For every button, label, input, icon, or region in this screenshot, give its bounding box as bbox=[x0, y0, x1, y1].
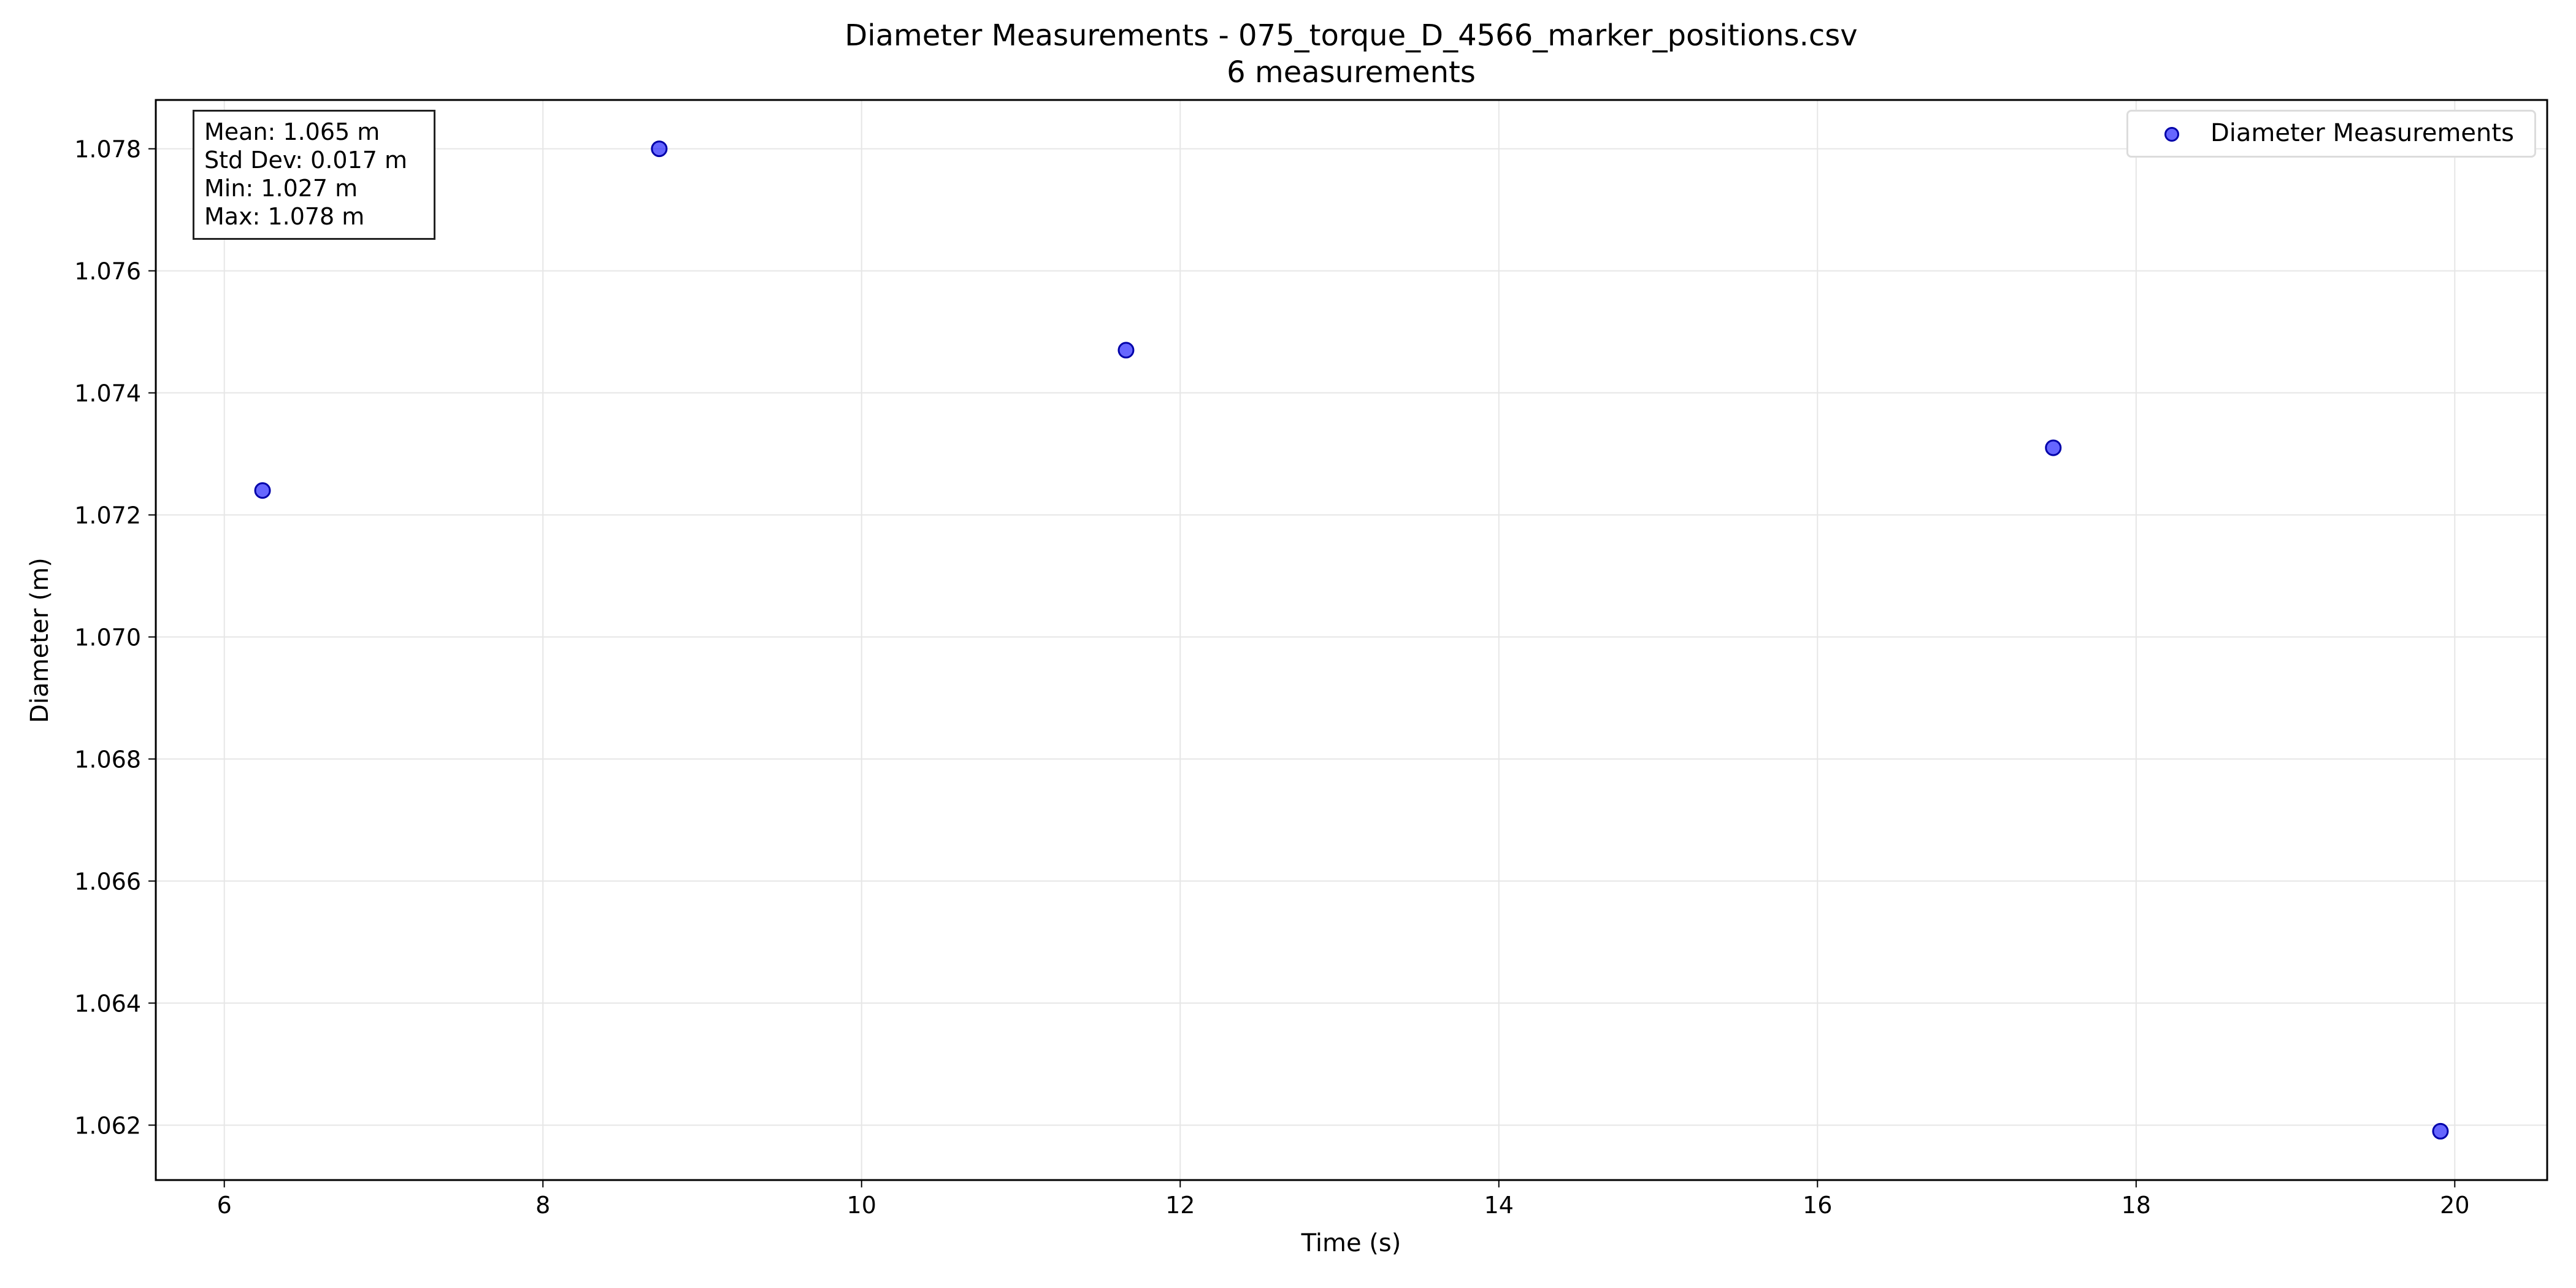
chart-title: Diameter Measurements - 075_torque_D_456… bbox=[845, 18, 1857, 53]
legend: Diameter Measurements bbox=[2126, 110, 2536, 158]
x-tick-label: 10 bbox=[847, 1192, 876, 1219]
x-axis-label: Time (s) bbox=[1301, 1229, 1401, 1257]
y-tick-label: 1.072 bbox=[74, 502, 141, 529]
y-tick-label: 1.074 bbox=[74, 380, 141, 407]
y-tick-label: 1.068 bbox=[74, 746, 141, 773]
stats-std-dev: Std Dev: 0.017 m bbox=[204, 147, 408, 174]
x-tick-label: 18 bbox=[2122, 1192, 2151, 1219]
axis-ticks: 6 8 10 12 14 16 18 20 1.062 1.064 1.066 1.068 1.070 1… bbox=[74, 136, 2469, 1219]
data-point bbox=[254, 482, 271, 499]
data-point bbox=[2045, 439, 2062, 456]
y-tick-label: 1.066 bbox=[74, 868, 141, 895]
y-tick-label: 1.078 bbox=[74, 136, 141, 163]
y-tick-label: 1.070 bbox=[74, 624, 141, 651]
x-tick-label: 6 bbox=[217, 1192, 232, 1219]
x-tick-label: 14 bbox=[1484, 1192, 1514, 1219]
legend-label: Diameter Measurements bbox=[2210, 119, 2514, 147]
x-tick-label: 12 bbox=[1165, 1192, 1195, 1219]
data-points bbox=[254, 140, 2449, 1140]
data-point bbox=[1117, 342, 1135, 359]
chart-subtitle: 6 measurements bbox=[1227, 55, 1476, 90]
x-tick-label: 8 bbox=[535, 1192, 550, 1219]
plot-area-frame bbox=[155, 99, 2548, 1181]
data-point bbox=[2432, 1122, 2449, 1140]
data-point bbox=[651, 140, 668, 158]
y-axis-label: Diameter (m) bbox=[26, 558, 54, 723]
x-tick-label: 20 bbox=[2440, 1192, 2469, 1219]
y-tick-label: 1.064 bbox=[74, 990, 141, 1017]
stats-mean: Mean: 1.065 m bbox=[204, 118, 380, 145]
stats-max: Max: 1.078 m bbox=[204, 203, 365, 230]
x-tick-label: 16 bbox=[1803, 1192, 1832, 1219]
y-tick-label: 1.062 bbox=[74, 1112, 141, 1139]
grid bbox=[156, 100, 2547, 1180]
stats-min: Min: 1.027 m bbox=[204, 175, 358, 202]
legend-marker-icon bbox=[2164, 127, 2179, 142]
y-tick-label: 1.076 bbox=[74, 258, 141, 285]
stats-box: Mean: 1.065 m Std Dev: 0.017 m Min: 1.02… bbox=[193, 110, 435, 240]
